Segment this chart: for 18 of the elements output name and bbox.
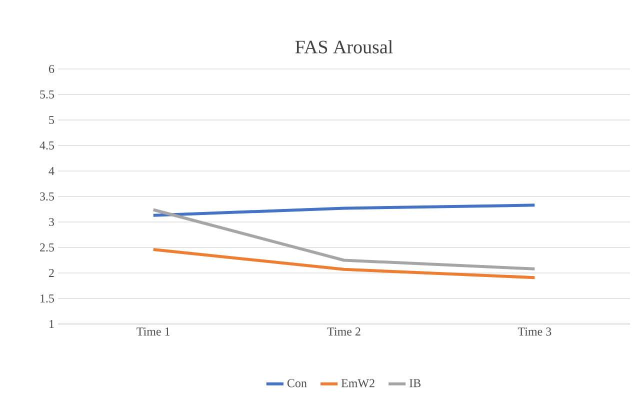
y-tick-label: 5 — [49, 116, 54, 124]
chart-title: FAS Arousal — [295, 40, 393, 54]
y-tick-label: 5.5 — [40, 90, 54, 99]
y-tick-label: 1 — [50, 320, 54, 328]
y-tick-label: 1.5 — [40, 294, 54, 303]
y-tick-label: 6 — [48, 64, 54, 74]
x-tick-label: Time 3 — [518, 328, 552, 336]
y-tick-label: 3.5 — [40, 192, 54, 201]
y-tick-label: 2 — [49, 269, 54, 277]
y-tick-label: 4.5 — [40, 141, 54, 150]
y-tick-label: 3 — [49, 218, 54, 226]
x-tick-label: Time 2 — [327, 328, 360, 336]
legend-label: EmW2 — [341, 379, 374, 388]
x-tick-label: Time 1 — [136, 328, 170, 336]
y-tick-label: 4 — [48, 167, 54, 175]
legend-label: Con — [287, 379, 307, 388]
y-tick-label: 2.5 — [40, 243, 54, 252]
legend-label: IB — [410, 379, 421, 388]
